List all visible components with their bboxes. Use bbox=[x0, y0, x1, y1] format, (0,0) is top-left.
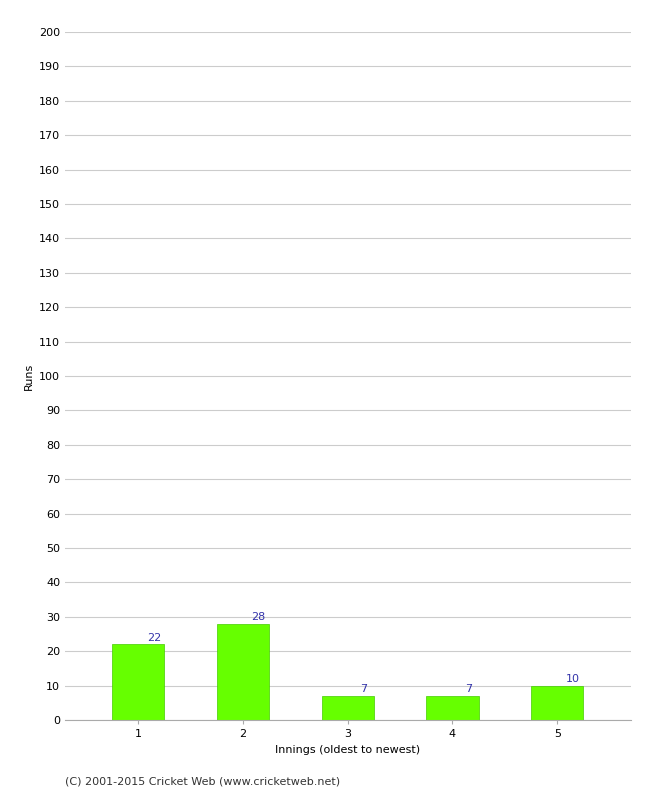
X-axis label: Innings (oldest to newest): Innings (oldest to newest) bbox=[275, 745, 421, 754]
Bar bbox=[531, 686, 584, 720]
Bar bbox=[426, 696, 478, 720]
Text: 7: 7 bbox=[360, 684, 367, 694]
Bar bbox=[112, 644, 164, 720]
Text: 22: 22 bbox=[147, 633, 161, 642]
Text: 10: 10 bbox=[566, 674, 580, 684]
Text: 28: 28 bbox=[252, 612, 266, 622]
Y-axis label: Runs: Runs bbox=[23, 362, 33, 390]
Text: (C) 2001-2015 Cricket Web (www.cricketweb.net): (C) 2001-2015 Cricket Web (www.cricketwe… bbox=[65, 776, 340, 786]
Text: 7: 7 bbox=[465, 684, 472, 694]
Bar bbox=[322, 696, 374, 720]
Bar bbox=[217, 624, 269, 720]
